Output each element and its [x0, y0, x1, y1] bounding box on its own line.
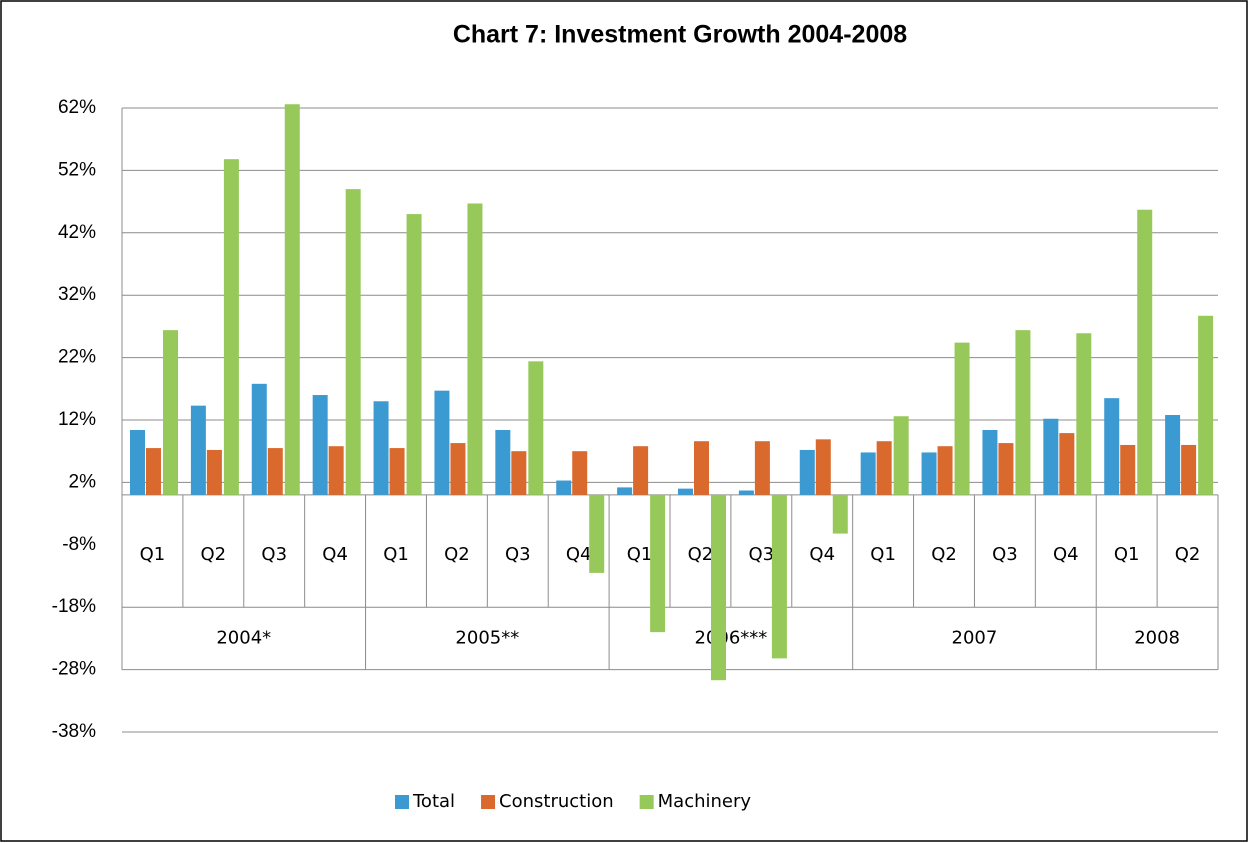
bar	[1181, 444, 1197, 495]
legend-label: Construction	[499, 791, 614, 812]
x-tick-label: Q1	[140, 544, 166, 565]
y-tick-label: 62%	[58, 97, 96, 118]
bar	[678, 488, 693, 495]
x-tick-label: Q2	[201, 544, 227, 565]
legend-swatch	[481, 795, 496, 809]
bar	[754, 441, 770, 495]
bar	[998, 443, 1014, 495]
y-tick-label: 22%	[58, 347, 96, 368]
bar	[190, 405, 206, 495]
bar	[284, 104, 300, 495]
x-tick-label: Q1	[383, 544, 409, 565]
bar	[589, 494, 605, 573]
bar	[982, 429, 998, 495]
bar	[328, 446, 344, 495]
x-tick-label: Q2	[1175, 544, 1201, 565]
bar	[1120, 444, 1136, 495]
bar	[251, 383, 267, 495]
bar	[267, 448, 283, 495]
bar	[1104, 398, 1120, 495]
bar	[495, 429, 511, 495]
bar	[528, 361, 544, 495]
bar	[467, 203, 483, 495]
x-tick-label: Q3	[261, 544, 287, 565]
x-tick-label: Q2	[444, 544, 470, 565]
bar	[860, 452, 876, 495]
bar	[633, 446, 649, 495]
x-tick-label: Q4	[566, 544, 592, 565]
bar	[1059, 433, 1075, 495]
x-tick-label: Q1	[870, 544, 896, 565]
x-tick-label: Q4	[1053, 544, 1079, 565]
x-tick-label: Q1	[1114, 544, 1140, 565]
bar	[738, 490, 754, 495]
group-label: 2008	[1134, 627, 1180, 648]
bar	[406, 214, 422, 495]
x-tick-label: Q3	[749, 544, 775, 565]
chart-title: Chart 7: Investment Growth 2004-2008	[453, 21, 907, 49]
bar	[832, 494, 848, 534]
bar	[1137, 209, 1153, 495]
bar	[771, 494, 787, 659]
bar	[1043, 418, 1059, 495]
group-label: 2006***	[694, 627, 767, 648]
x-tick-label: Q3	[505, 544, 531, 565]
bar	[572, 451, 588, 495]
x-tick-label: Q3	[992, 544, 1018, 565]
bar	[650, 494, 666, 633]
bar	[345, 189, 361, 495]
bar	[1015, 330, 1031, 495]
y-tick-label: 2%	[69, 471, 97, 492]
legend-label: Total	[412, 791, 455, 812]
group-label: 2007	[952, 627, 998, 648]
bar	[511, 451, 527, 495]
legend-swatch	[639, 795, 654, 809]
bar	[373, 401, 389, 495]
y-tick-label: 12%	[58, 409, 96, 430]
bar	[694, 441, 709, 495]
y-tick-label: 42%	[58, 222, 96, 243]
bar	[312, 395, 328, 495]
bar	[815, 439, 831, 495]
x-tick-label: Q4	[322, 544, 348, 565]
bar	[617, 487, 633, 495]
y-tick-label: -38%	[52, 721, 96, 742]
bar	[937, 446, 953, 495]
bar	[711, 494, 726, 681]
group-label: 2004*	[216, 627, 271, 648]
y-tick-label: 32%	[58, 284, 96, 305]
bar	[556, 480, 572, 495]
bar	[1165, 415, 1181, 495]
bar	[1198, 315, 1214, 495]
x-tick-label: Q2	[931, 544, 957, 565]
bar	[921, 452, 937, 495]
bar	[206, 449, 222, 495]
bar	[146, 448, 161, 495]
y-tick-label: 52%	[58, 159, 96, 180]
y-tick-label: -8%	[62, 534, 96, 555]
bar	[876, 441, 892, 495]
bar	[799, 449, 815, 495]
x-tick-label: Q2	[688, 544, 714, 565]
bar	[130, 429, 145, 495]
bar	[893, 416, 909, 495]
bar	[163, 330, 178, 495]
legend-label: Machinery	[658, 791, 752, 812]
group-label: 2005**	[455, 627, 519, 648]
bar	[389, 448, 405, 495]
bar	[450, 443, 466, 495]
y-tick-label: -28%	[52, 659, 96, 680]
x-tick-label: Q1	[627, 544, 653, 565]
x-tick-label: Q4	[809, 544, 835, 565]
bar	[434, 390, 450, 495]
bar	[954, 342, 970, 495]
bar	[223, 159, 239, 495]
y-tick-label: -18%	[52, 596, 96, 617]
legend-swatch	[395, 795, 409, 809]
bar	[1076, 333, 1092, 495]
